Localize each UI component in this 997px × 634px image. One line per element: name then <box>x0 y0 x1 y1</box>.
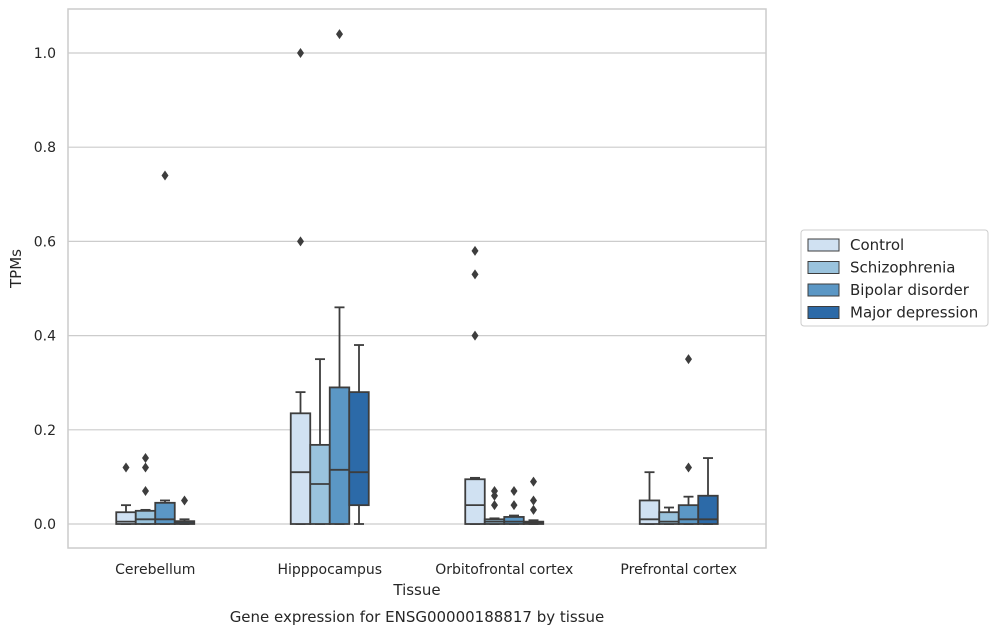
outlier-point <box>530 504 537 515</box>
box-control <box>289 48 312 525</box>
box-iqr <box>348 391 370 507</box>
boxes <box>115 29 719 525</box>
outlier-point <box>142 486 149 497</box>
y-tick-label: 0.8 <box>34 140 56 156</box>
x-tick-label: Cerebellum <box>115 562 195 578</box>
legend: Control Schizophrenia Bipolar disorder Majo… <box>800 229 989 327</box>
outlier-point <box>491 486 498 497</box>
box-major-depression <box>522 476 545 525</box>
y-tick-label: 0.6 <box>34 234 56 250</box>
box-schizophrenia <box>134 453 157 525</box>
outlier-point <box>530 476 537 487</box>
y-tick-label: 0.2 <box>34 423 56 439</box>
y-tick-label: 1.0 <box>34 46 56 62</box>
outlier-point <box>336 29 343 40</box>
box-major-depression <box>697 457 719 525</box>
y-tick-label: 0.0 <box>34 517 56 533</box>
outlier-point <box>471 245 479 256</box>
box-iqr <box>638 499 661 525</box>
legend-label: Major depression <box>850 304 978 322</box>
box-control <box>464 245 486 525</box>
outlier-point <box>181 495 188 506</box>
outlier-point <box>297 48 304 58</box>
legend-label: Bipolar disorder <box>850 281 970 299</box>
legend-swatch <box>807 283 840 297</box>
figure-caption: Gene expression for ENSG00000188817 by t… <box>230 608 605 626</box>
legend-swatch <box>807 261 840 274</box>
outlier-point <box>297 236 304 247</box>
x-tick-labels: Cerebellum Hipppocampus Orbitofrontal cort… <box>115 562 737 578</box>
box-iqr <box>697 494 719 525</box>
box-bipolar-disorder <box>503 486 525 525</box>
box-iqr <box>464 478 486 525</box>
y-tick-labels: 0.0 0.2 0.4 0.6 0.8 1.0 <box>34 46 56 533</box>
box-bipolar-disorder <box>154 170 176 525</box>
box-iqr <box>289 412 312 525</box>
outlier-point <box>471 269 479 280</box>
outlier-point <box>685 354 692 365</box>
y-tick-label: 0.4 <box>34 329 56 345</box>
x-tick-label: Prefrontal cortex <box>620 562 737 578</box>
outlier-point <box>491 500 498 511</box>
legend-frame <box>800 229 989 327</box>
legend-label: Schizophrenia <box>850 259 955 277</box>
plot-area <box>67 8 767 549</box>
box-iqr <box>154 501 176 525</box>
outlier-point <box>122 462 130 473</box>
outlier-point <box>530 495 537 506</box>
outlier-point <box>685 462 692 473</box>
legend-label: Control <box>850 236 904 254</box>
outlier-point <box>471 330 479 341</box>
legend-swatch <box>807 306 840 319</box>
box-iqr <box>503 516 525 525</box>
x-tick-label: Orbitofrontal cortex <box>435 562 573 578</box>
outlier-point <box>142 462 149 473</box>
outlier-point <box>510 500 518 511</box>
box-major-depression <box>348 344 370 525</box>
outlier-point <box>161 170 169 181</box>
y-axis-label: TPMs <box>7 249 25 289</box>
box-iqr <box>134 509 157 525</box>
outlier-point <box>142 453 149 464</box>
x-tick-label: Hipppocampus <box>277 562 382 578</box>
box-major-depression <box>173 495 196 525</box>
box-iqr <box>328 386 351 525</box>
box-iqr <box>677 504 700 525</box>
legend-swatch <box>807 238 840 252</box>
x-axis-label: Tissue <box>392 581 440 599</box>
outlier-point <box>510 486 518 497</box>
